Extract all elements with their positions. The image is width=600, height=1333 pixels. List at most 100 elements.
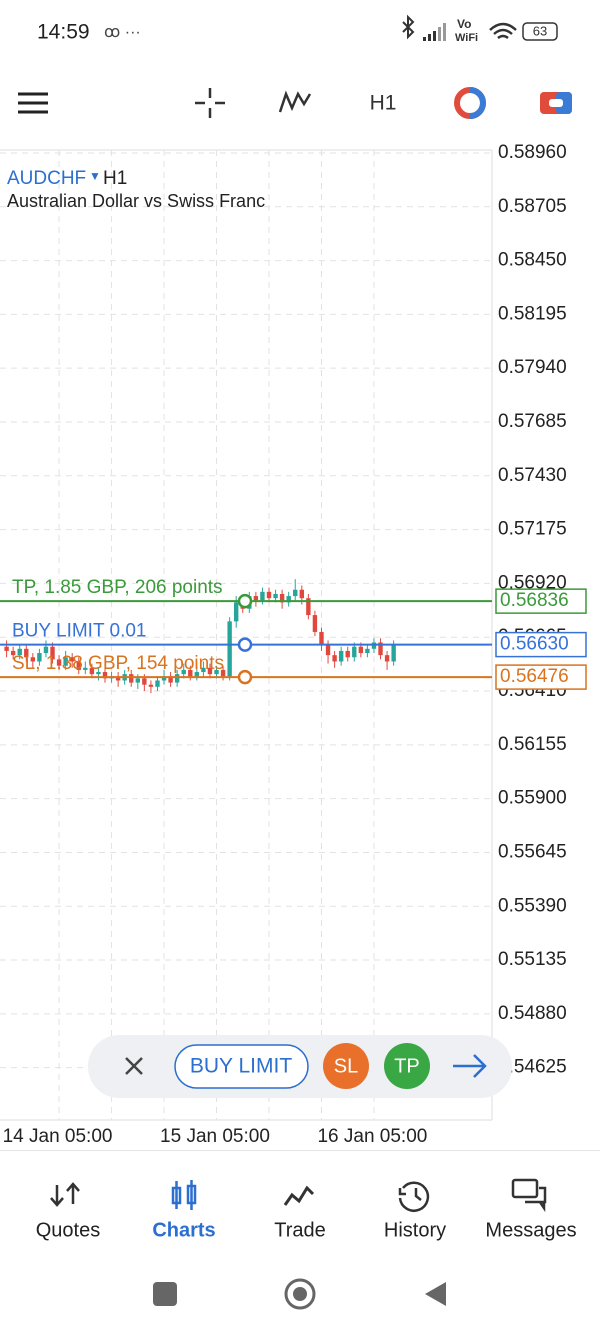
tab-label[interactable]: Trade	[274, 1219, 326, 1241]
tab-bar: Quotes Charts Trade History Messages	[36, 1219, 577, 1241]
candle-body	[319, 631, 324, 645]
candle-body	[325, 644, 331, 656]
tab-label[interactable]: Charts	[152, 1219, 215, 1241]
order-level-label: TP, 1.85 GBP, 206 points	[12, 577, 223, 598]
close-button[interactable]	[125, 1057, 143, 1075]
indicators-button[interactable]	[278, 90, 312, 113]
home-button[interactable]	[284, 1278, 316, 1310]
candle-body	[299, 589, 304, 599]
candle-body	[83, 667, 88, 670]
symbol[interactable]: AUDCHF	[7, 168, 86, 189]
candle-body	[188, 669, 193, 677]
y-tick-label: 0.58195	[498, 303, 567, 324]
y-tick-label: 0.57685	[498, 411, 567, 432]
y-tick-label: 0.57430	[498, 465, 567, 486]
symbol-dropdown[interactable]: ▼	[89, 169, 101, 183]
candle-body	[56, 659, 62, 666]
battery-icon	[522, 22, 558, 41]
candle-body	[63, 657, 68, 666]
candle-body	[24, 648, 29, 658]
candle-body	[332, 655, 337, 662]
symbol-description: Australian Dollar vs Swiss Franc	[7, 191, 265, 211]
order-level-label: BUY LIMIT 0.01	[12, 621, 146, 642]
candle-body	[161, 676, 167, 681]
order-type: BUY LIMIT	[190, 1055, 292, 1078]
candle-body	[115, 676, 121, 681]
objects-button-part	[469, 87, 486, 119]
sl-button[interactable]	[323, 1043, 369, 1089]
candle-body	[286, 596, 291, 603]
candle-body	[338, 650, 344, 662]
y-tick-label: 0.57175	[498, 519, 567, 540]
order-level-handle[interactable]	[237, 593, 253, 609]
candle-body	[391, 644, 396, 662]
candle-body	[279, 593, 285, 603]
menu-button[interactable]	[18, 92, 48, 114]
tp-label: TP	[394, 1055, 420, 1077]
tab-divider	[0, 1150, 600, 1151]
candle-body	[96, 672, 101, 675]
tab-label[interactable]: History	[384, 1219, 446, 1241]
price-tag	[495, 631, 587, 658]
y-tick-label: 0.55645	[498, 841, 567, 862]
price-tag	[495, 588, 587, 614]
candle-body	[17, 648, 22, 656]
x-tick-label: 14 Jan 05:00	[3, 1126, 113, 1147]
order-type-button[interactable]	[174, 1044, 309, 1089]
quotes-icon	[50, 1182, 80, 1207]
candle-body	[70, 657, 75, 662]
bluetooth-icon	[402, 14, 415, 40]
candle-body	[365, 648, 370, 654]
sl-label: SL	[334, 1055, 358, 1077]
tp-button[interactable]	[384, 1043, 430, 1089]
tab-label[interactable]: Quotes	[36, 1219, 100, 1241]
y-tick-label: 0.55390	[498, 895, 567, 916]
back-button[interactable]	[425, 1282, 446, 1306]
candle-body	[220, 669, 226, 677]
candle-body	[194, 672, 200, 677]
order-level-handle[interactable]	[237, 637, 253, 652]
candle-body	[358, 646, 364, 654]
candle-body	[155, 680, 160, 687]
candle-body	[142, 678, 147, 685]
candle-body	[253, 596, 259, 601]
candle-body	[30, 657, 36, 662]
candle-body	[148, 684, 154, 687]
crosshair-button[interactable]	[195, 88, 225, 118]
candle-body	[345, 650, 350, 658]
next-button[interactable]	[453, 1054, 487, 1078]
wifi-label: WiFi	[455, 32, 478, 44]
recents-button[interactable]	[153, 1282, 177, 1306]
candle-body	[50, 646, 55, 660]
y-tick-label: 0.56920	[498, 572, 567, 593]
candle-body	[352, 646, 357, 658]
home-button-dot	[293, 1287, 307, 1301]
history-icon	[398, 1181, 430, 1212]
timeframe-button[interactable]: H1	[370, 92, 397, 115]
candle-body	[4, 646, 9, 651]
charts-icon	[171, 1180, 197, 1210]
order-level-label: SL, 1.38 GBP, 154 points	[12, 653, 224, 674]
y-tick-label: 0.55900	[498, 788, 567, 809]
candle-body	[181, 669, 186, 675]
candle-body	[312, 615, 318, 632]
x-tick-label: 15 Jan 05:00	[160, 1126, 270, 1147]
candle-body	[306, 598, 311, 616]
candle-body	[129, 674, 134, 683]
y-tick-label: 0.55135	[498, 949, 567, 970]
messages-icon	[511, 1178, 547, 1213]
candle-body	[37, 653, 42, 662]
order-level-handle[interactable]	[237, 669, 253, 685]
candle-body	[293, 589, 298, 597]
price-tag-label: 0.56630	[500, 634, 569, 655]
candle-body	[266, 591, 272, 599]
y-tick-label: 0.54880	[498, 1003, 567, 1024]
trade-button-part	[556, 92, 572, 114]
candle-body	[43, 646, 49, 654]
candle-body	[234, 602, 239, 622]
tab-label[interactable]: Messages	[485, 1219, 576, 1241]
candle-body	[371, 642, 377, 649]
candle-body	[174, 674, 180, 683]
